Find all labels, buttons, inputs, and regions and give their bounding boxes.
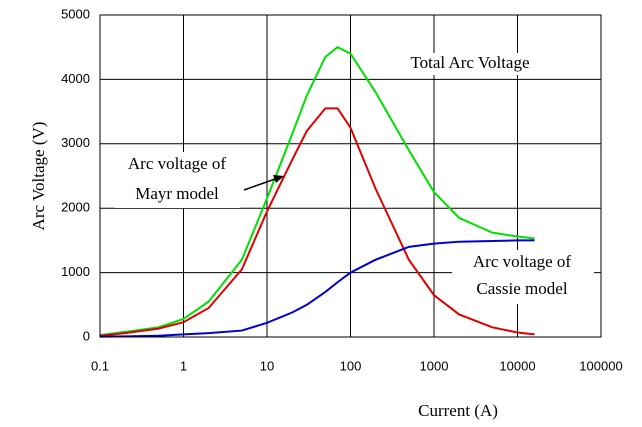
x-tick-label: 100 <box>340 358 362 373</box>
series-line <box>99 107 535 337</box>
x-tick-label: 1000 <box>420 358 449 373</box>
label-bg <box>115 152 240 208</box>
x-tick-label: 100000 <box>579 358 622 373</box>
annotation: Cassie model <box>476 279 567 298</box>
x-tick-label: 0.1 <box>91 358 109 373</box>
label-bg <box>383 53 558 75</box>
y-axis-label: Arc Voltage (V) <box>29 122 48 231</box>
arrow-head <box>273 175 284 183</box>
x-axis-label: Current (A) <box>418 401 498 420</box>
y-tick-label: 0 <box>83 328 90 343</box>
annotation: Mayr model <box>135 184 219 203</box>
lines <box>99 46 535 338</box>
y-tick-label: 3000 <box>61 135 90 150</box>
y-tick-label: 1000 <box>61 264 90 279</box>
x-tick-label: 1 <box>180 358 187 373</box>
y-tick-label: 2000 <box>61 200 90 215</box>
y-tick-label: 5000 <box>61 6 90 21</box>
series-line <box>99 46 535 337</box>
x-tick-label: 10000 <box>499 358 535 373</box>
annotation: Total Arc Voltage <box>410 53 529 72</box>
y-tick-label: 4000 <box>61 71 90 86</box>
x-tick-label: 10 <box>260 358 274 373</box>
series-line <box>99 239 535 338</box>
annotation: Arc voltage of <box>128 154 227 173</box>
arrow <box>243 177 279 191</box>
plot-frame <box>99 14 602 338</box>
label-bg <box>452 250 594 304</box>
annotation: Arc voltage of <box>473 252 572 271</box>
